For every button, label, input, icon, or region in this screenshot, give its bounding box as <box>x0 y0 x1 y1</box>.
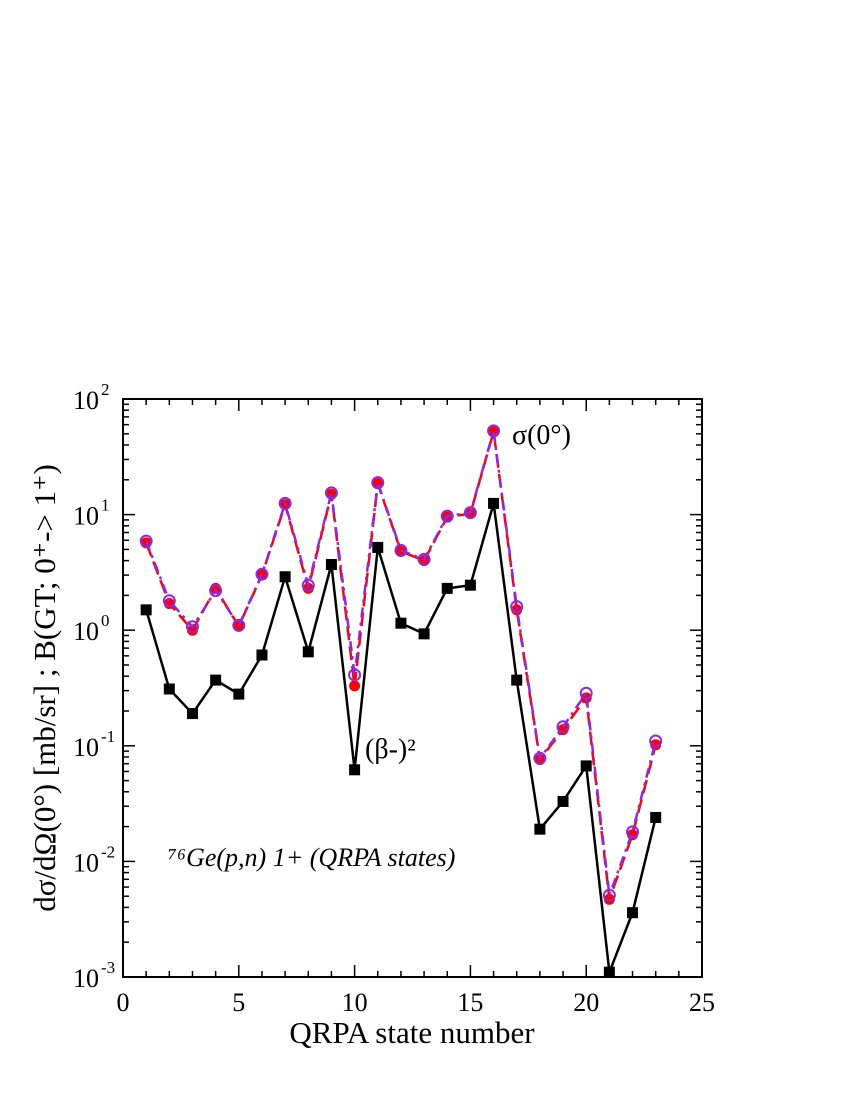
x-tick-label: 5 <box>232 988 245 1017</box>
y-tick-label: 10 <box>73 617 99 646</box>
series-1 <box>140 426 662 905</box>
data-point <box>302 646 314 658</box>
axis-ticks <box>122 398 703 978</box>
data-point <box>463 506 477 520</box>
data-point <box>394 543 408 557</box>
data-point <box>603 966 615 978</box>
data-point <box>627 907 639 919</box>
y-tick-label: 10 <box>73 502 99 531</box>
data-point <box>488 497 500 509</box>
data-point <box>371 476 385 490</box>
data-point <box>556 720 570 734</box>
data-point <box>511 604 523 616</box>
data-point <box>395 617 407 629</box>
data-point <box>440 509 454 523</box>
x-tick-label: 15 <box>457 988 483 1017</box>
data-point <box>580 760 592 772</box>
x-tick-label: 0 <box>117 988 130 1017</box>
y-tick-exponent: 0 <box>101 611 110 630</box>
x-tick-label: 10 <box>342 988 368 1017</box>
data-point <box>626 825 640 839</box>
data-point <box>186 708 198 720</box>
data-point <box>185 620 199 634</box>
x-tick-label: 25 <box>689 988 715 1017</box>
y-tick-exponent: 2 <box>101 380 110 399</box>
data-point <box>209 584 223 598</box>
data-point <box>348 668 362 682</box>
data-point <box>324 486 338 500</box>
data-point <box>649 734 663 748</box>
data-point <box>464 579 476 591</box>
x-axis-title: QRPA state number <box>289 1015 535 1050</box>
reaction-annotation: ⁷⁶Ge(p,n) 1+ (QRPA states) <box>168 843 455 872</box>
data-point <box>301 578 315 592</box>
plot-frame <box>122 398 703 978</box>
data-point <box>418 628 430 640</box>
data-point <box>325 559 337 571</box>
data-point <box>162 594 176 608</box>
data-point <box>233 688 245 700</box>
data-point <box>349 764 361 776</box>
y-tick-label: 10 <box>73 964 99 993</box>
y-tick-label: 10 <box>73 386 99 415</box>
data-point <box>534 823 546 835</box>
y-tick-exponent: -1 <box>101 727 115 746</box>
y-axis-title: dσ/dΩ(0°) [mb/sr] ; B(GT; 0⁺-> 1⁺) <box>27 464 62 912</box>
data-point <box>255 567 269 581</box>
series-0 <box>140 497 662 978</box>
beta-annotation: (β-)² <box>365 734 416 765</box>
y-tick-label: 10 <box>73 848 99 877</box>
data-point <box>579 686 593 700</box>
data-point <box>441 582 453 594</box>
data-point <box>603 893 615 905</box>
data-point <box>232 618 246 632</box>
data-point <box>139 534 153 548</box>
data-point <box>417 552 431 566</box>
data-point <box>511 674 523 686</box>
series-line <box>145 431 657 900</box>
data-point <box>256 649 268 661</box>
y-tick-exponent: 1 <box>101 496 110 515</box>
series-2 <box>139 424 663 902</box>
data-point <box>510 600 524 614</box>
data-point <box>557 795 569 807</box>
data-point <box>278 496 292 510</box>
data-point <box>487 424 501 438</box>
y-tick-exponent: -2 <box>101 842 115 861</box>
data-point <box>533 751 547 765</box>
y-tick-exponent: -3 <box>101 958 115 977</box>
data-point <box>279 571 291 583</box>
data-point <box>650 811 662 823</box>
data-point <box>140 604 152 616</box>
data-point <box>210 674 222 686</box>
data-point <box>349 680 361 692</box>
series-layer <box>139 424 663 978</box>
y-tick-label: 10 <box>73 733 99 762</box>
data-point <box>163 683 175 695</box>
data-point <box>186 624 198 636</box>
series-line <box>145 430 657 896</box>
data-point <box>602 888 616 902</box>
x-tick-label: 20 <box>573 988 599 1017</box>
data-point <box>372 541 384 553</box>
sigma-annotation: σ(0°) <box>512 420 571 451</box>
